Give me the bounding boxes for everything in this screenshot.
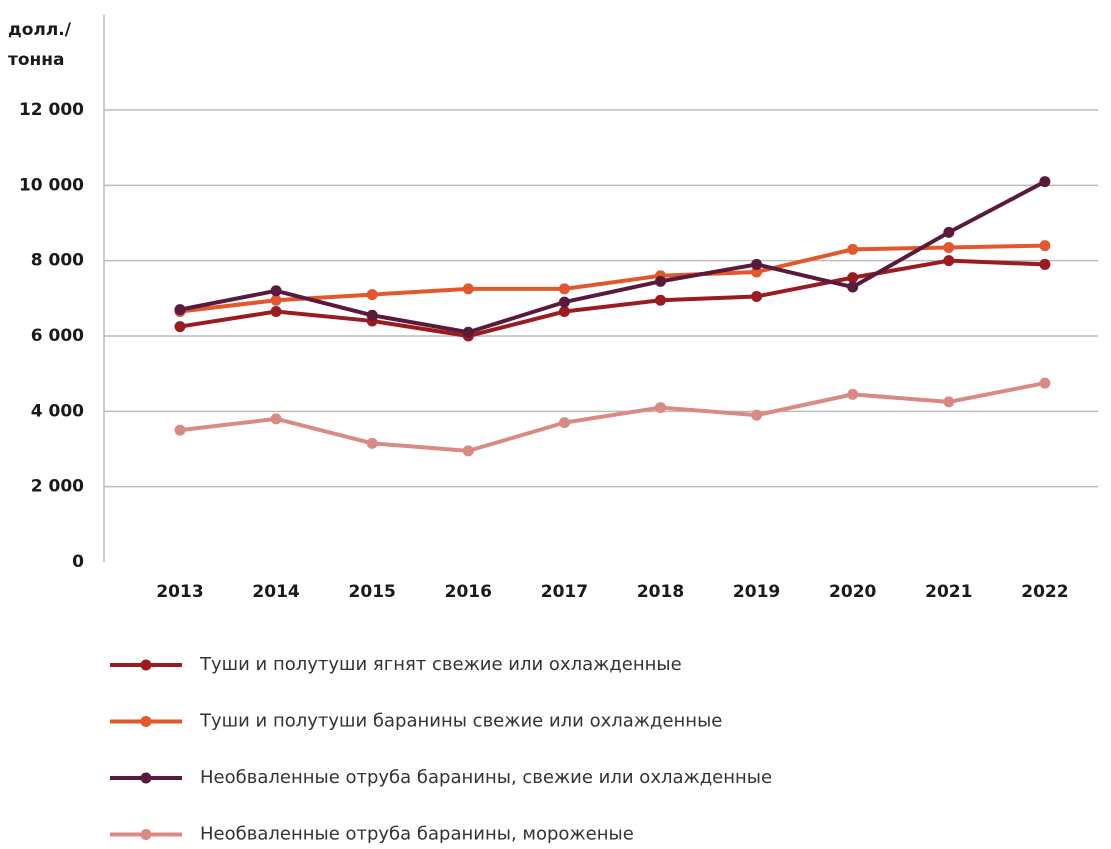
- y-tick-label: 10 000: [19, 175, 84, 195]
- data-point: [366, 289, 378, 301]
- data-point: [558, 306, 570, 318]
- legend-swatch: [140, 772, 152, 784]
- data-point: [751, 409, 763, 421]
- y-tick-label: 4 000: [31, 401, 84, 421]
- data-point: [366, 437, 378, 449]
- x-tick-label: 2015: [349, 582, 396, 602]
- series-line: [179, 243, 1045, 314]
- legend-swatch: [140, 829, 152, 840]
- y-tick-label: 12 000: [19, 100, 84, 120]
- legend-label: Туши и полутуши баранины свежие или охла…: [199, 711, 722, 732]
- x-tick-label: 2020: [829, 582, 876, 602]
- x-tick-label: 2019: [733, 582, 780, 602]
- y-tick-label: 0: [72, 552, 84, 572]
- data-point: [943, 255, 955, 267]
- data-point: [366, 309, 378, 321]
- legend-swatch: [140, 659, 152, 671]
- data-point: [943, 396, 955, 408]
- data-point: [462, 283, 474, 295]
- y-axis-label: тонна: [8, 50, 65, 70]
- legend-label: Необваленные отруба баранины, свежие или…: [200, 767, 772, 788]
- data-point: [751, 266, 763, 278]
- legend-label: Необваленные отруба баранины, мороженые: [200, 824, 634, 845]
- data-point: [270, 306, 282, 318]
- data-point: [558, 296, 570, 308]
- y-tick-label: 2 000: [31, 477, 84, 497]
- x-tick-label: 2021: [925, 582, 972, 602]
- x-tick-label: 2018: [637, 582, 684, 602]
- data-point: [847, 388, 859, 400]
- series-line: [179, 179, 1046, 335]
- legend-swatch: [140, 716, 152, 727]
- series-line: [179, 381, 1046, 453]
- data-point: [847, 243, 859, 255]
- x-tick-label: 2014: [252, 582, 299, 602]
- data-point: [1039, 377, 1051, 389]
- data-point: [558, 283, 570, 295]
- data-point: [655, 275, 666, 287]
- y-tick-label: 6 000: [31, 326, 84, 346]
- data-point: [1039, 176, 1051, 188]
- series-line: [179, 258, 1045, 338]
- data-point: [462, 326, 474, 338]
- data-point: [174, 304, 186, 316]
- data-point: [462, 445, 474, 457]
- x-tick-label: 2017: [541, 582, 588, 602]
- y-axis-label: долл./: [8, 20, 72, 40]
- data-point: [943, 226, 955, 238]
- data-point: [174, 424, 186, 436]
- data-point: [847, 281, 859, 293]
- data-point: [270, 294, 282, 306]
- data-point: [1039, 240, 1051, 252]
- x-tick-label: 2016: [445, 582, 492, 602]
- data-point: [751, 290, 763, 302]
- data-point: [270, 413, 282, 425]
- data-point: [943, 241, 955, 253]
- data-point: [655, 294, 666, 306]
- data-point: [270, 285, 282, 297]
- data-point: [558, 417, 570, 429]
- y-tick-label: 8 000: [31, 251, 84, 271]
- data-point: [1039, 258, 1051, 270]
- data-point: [655, 402, 666, 414]
- data-point: [174, 321, 186, 333]
- x-tick-label: 2022: [1021, 582, 1068, 602]
- data-point: [847, 272, 859, 284]
- x-tick-label: 2013: [156, 582, 203, 602]
- data-point: [751, 258, 763, 270]
- legend-label: Туши и полутуши ягнят свежие или охлажде…: [199, 654, 682, 675]
